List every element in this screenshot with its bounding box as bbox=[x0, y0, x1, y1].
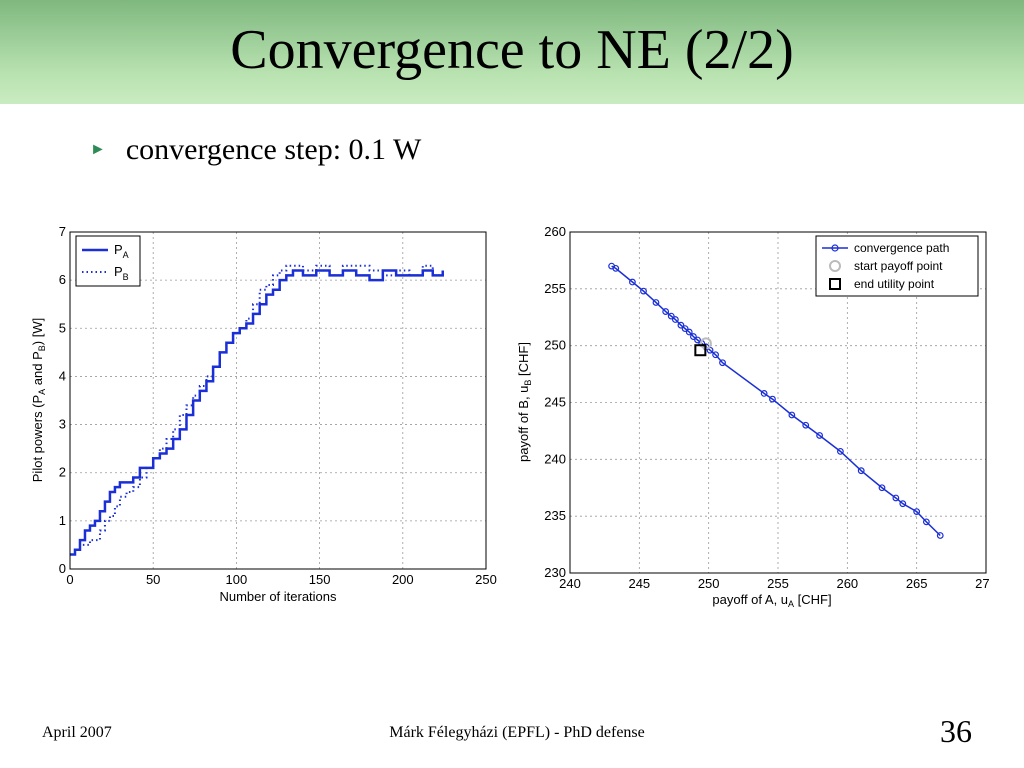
x-tick-label: 250 bbox=[475, 572, 497, 587]
convergence-path-point bbox=[857, 467, 865, 475]
y-tick-label: 5 bbox=[59, 320, 66, 335]
y-tick-label: 260 bbox=[544, 224, 566, 239]
y-tick-label: 245 bbox=[544, 395, 566, 410]
legend-box bbox=[815, 235, 979, 297]
x-tick-label: 100 bbox=[226, 572, 248, 587]
triangle-bullet-icon: ► bbox=[90, 141, 106, 158]
x-tick-label: 245 bbox=[628, 576, 650, 591]
convergence-path-point bbox=[694, 336, 701, 344]
series-line-pb bbox=[70, 264, 444, 556]
legend-label-path: convergence path bbox=[854, 241, 949, 255]
y-tick-label: 3 bbox=[59, 417, 66, 432]
footer-date: April 2007 bbox=[42, 724, 112, 741]
plot-frame bbox=[69, 231, 487, 570]
legend: convergence path start payoff point end … bbox=[815, 235, 979, 297]
x-tick-label: 200 bbox=[392, 572, 414, 587]
convergence-path-point bbox=[769, 395, 776, 403]
convergence-path-point bbox=[837, 447, 844, 455]
tick-labels: 0 50 100 150 200 250 0 1 2 3 4 5 6 7 bbox=[59, 224, 497, 587]
y-tick-label: 250 bbox=[544, 338, 566, 353]
legend-marker-path bbox=[831, 244, 839, 252]
bullet-item: ► convergence step: 0.1 W bbox=[90, 133, 421, 167]
convergence-path-point bbox=[816, 432, 824, 439]
convergence-path-point bbox=[681, 325, 689, 333]
slide-title: Convergence to NE (2/2) bbox=[230, 19, 794, 81]
bullet-text: convergence step: 0.1 W bbox=[125, 133, 422, 166]
y-tick-label: 240 bbox=[544, 451, 566, 466]
legend-label-start: start payoff point bbox=[854, 259, 943, 273]
convergence-path-point bbox=[671, 316, 679, 323]
convergence-path-point bbox=[878, 484, 886, 492]
y-tick-label: 4 bbox=[59, 368, 66, 383]
series-group bbox=[608, 262, 944, 539]
pilot-powers-chart: 0 50 100 150 200 250 0 1 2 3 4 5 6 7 Number of iterat… bbox=[30, 224, 497, 604]
convergence-path-point bbox=[677, 321, 685, 329]
footer-presenter: Márk Félegyházi (EPFL) - PhD defense bbox=[389, 724, 645, 741]
y-tick-label: 235 bbox=[544, 508, 566, 523]
convergence-path-point bbox=[922, 518, 930, 526]
convergence-path-point bbox=[892, 494, 900, 502]
x-tick-label: 260 bbox=[836, 576, 858, 591]
convergence-path-point bbox=[719, 359, 726, 367]
convergence-path-point bbox=[913, 508, 921, 516]
legend-box bbox=[75, 235, 141, 287]
payoff-chart: 240 245 250 255 260 265 270 230 235 240 245 250 255 2… bbox=[516, 224, 990, 609]
y-axis-label: Pilot powers (PA and PB) [W] bbox=[30, 318, 47, 482]
convergence-path-point bbox=[690, 333, 697, 340]
legend-label-end: end utility point bbox=[854, 277, 935, 291]
end-utility-point bbox=[694, 344, 707, 357]
x-tick-label: 0 bbox=[66, 572, 73, 587]
y-tick-label: 7 bbox=[59, 224, 66, 239]
x-tick-label: 265 bbox=[906, 576, 928, 591]
series-group bbox=[70, 264, 444, 556]
x-tick-label: 50 bbox=[146, 572, 160, 587]
convergence-path-point bbox=[712, 351, 720, 359]
convergence-path-point bbox=[667, 312, 675, 320]
convergence-path-point bbox=[652, 299, 660, 306]
x-tick-label: 250 bbox=[698, 576, 720, 591]
x-tick-label: 240 bbox=[559, 576, 581, 591]
x-axis-label: payoff of A, uA [CHF] bbox=[712, 592, 831, 609]
convergence-path-point bbox=[788, 411, 796, 419]
convergence-path-point bbox=[628, 278, 636, 286]
convergence-path-point bbox=[640, 287, 647, 295]
y-tick-label: 230 bbox=[544, 565, 566, 580]
convergence-path-point bbox=[612, 264, 620, 272]
y-tick-label: 1 bbox=[59, 513, 66, 528]
x-tick-label: 255 bbox=[767, 576, 789, 591]
convergence-path-line bbox=[611, 265, 941, 537]
convergence-path-point bbox=[802, 421, 810, 429]
convergence-path-point bbox=[760, 390, 768, 397]
y-tick-label: 6 bbox=[59, 272, 66, 287]
title-bar bbox=[0, 0, 1024, 104]
x-axis-label: Number of iterations bbox=[219, 589, 337, 604]
y-tick-label: 255 bbox=[544, 281, 566, 296]
x-tick-label: 150 bbox=[309, 572, 331, 587]
tick-labels: 240 245 250 255 260 265 270 230 235 240 245 250 255 2… bbox=[544, 224, 990, 591]
page-number: 36 bbox=[940, 713, 972, 749]
x-tick-label: 270 bbox=[975, 576, 990, 591]
legend-marker-end bbox=[829, 278, 841, 290]
legend-marker-start bbox=[829, 260, 841, 272]
legend: PA PB bbox=[75, 235, 141, 287]
convergence-path-point bbox=[662, 308, 670, 315]
y-tick-label: 2 bbox=[59, 465, 66, 480]
series-line-pa bbox=[70, 269, 444, 556]
convergence-path-point bbox=[899, 500, 907, 508]
convergence-path-point bbox=[685, 328, 693, 336]
y-tick-label: 0 bbox=[59, 561, 66, 576]
plot-frame bbox=[569, 231, 987, 574]
convergence-path-point bbox=[936, 532, 944, 539]
y-axis-label: payoff of B, uB [CHF] bbox=[516, 342, 533, 462]
